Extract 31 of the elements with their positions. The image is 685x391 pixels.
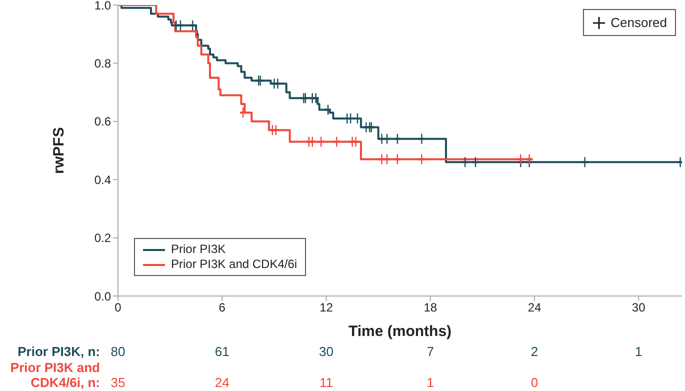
y-tick-label: 0.2 — [94, 231, 112, 246]
x-axis-title: Time (months) — [348, 323, 452, 340]
text: 7 — [426, 344, 435, 359]
text: Prior PI3K and CDK4/6i, n: — [9, 360, 100, 390]
text: 11 — [318, 375, 334, 390]
text: 2 — [530, 344, 540, 359]
text: 24 — [214, 375, 230, 390]
y-tick-label: 1.0 — [94, 0, 112, 12]
y-tick-label: 0.6 — [94, 114, 112, 129]
legend-label: Prior PI3K and CDK4/6i — [171, 257, 298, 272]
text: 30 — [318, 344, 334, 359]
text: 35 — [110, 375, 126, 390]
y-axis-title: rwPFS — [50, 127, 68, 174]
annotation: Censored — [610, 15, 667, 30]
x-tick-label: 18 — [424, 300, 438, 315]
y-tick-label: 0.0 — [94, 289, 112, 304]
y-tick-label: 0.8 — [94, 56, 112, 70]
x-tick-label: 30 — [632, 300, 646, 315]
text: Prior PI3K, n: — [16, 344, 100, 359]
x-tick-label: 0 — [114, 300, 122, 315]
x-tick-label: 24 — [528, 300, 542, 315]
x-tick-label: 12 — [320, 300, 334, 315]
text: 1 — [426, 375, 435, 390]
legend-label: Prior PI3K — [171, 242, 226, 257]
text: 61 — [214, 344, 230, 359]
text: 0 — [530, 375, 540, 390]
key-box: Censored — [582, 9, 676, 36]
text: 80 — [110, 344, 126, 359]
y-tick-label: 0.4 — [94, 172, 112, 187]
text: 1 — [634, 344, 644, 359]
x-tick-label: 6 — [218, 300, 226, 315]
